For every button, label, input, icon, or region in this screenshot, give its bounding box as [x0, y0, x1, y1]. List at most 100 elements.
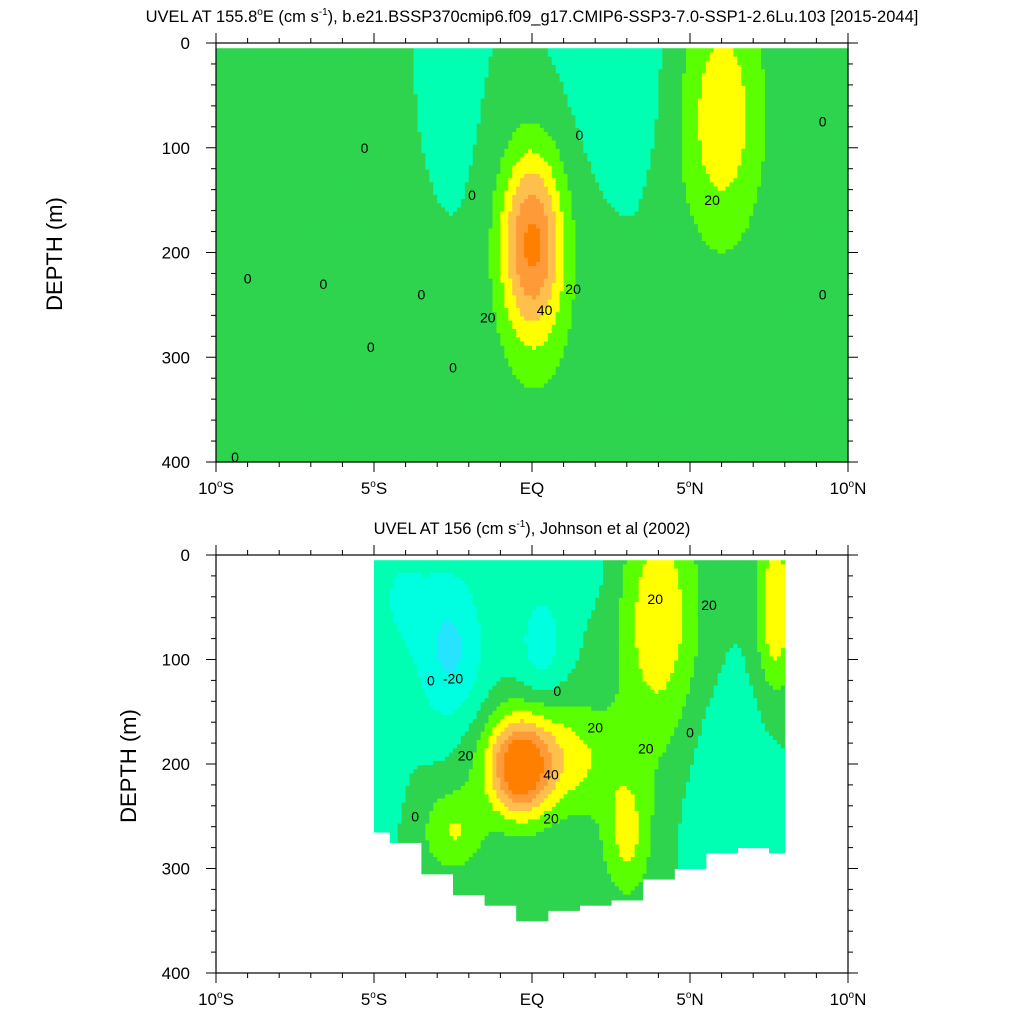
field-cell: [334, 341, 340, 347]
field-cell: [310, 303, 316, 309]
field-cell: [322, 295, 328, 301]
field-cell: [385, 370, 391, 376]
field-cell: [346, 366, 351, 372]
field-cell: [381, 257, 387, 263]
field-cell: [314, 123, 320, 129]
field-cell: [295, 52, 300, 58]
field-cell: [409, 312, 415, 317]
field-cell: [255, 152, 261, 158]
field-cell: [374, 136, 379, 142]
field-cell: [263, 400, 268, 405]
field-cell: [219, 458, 225, 463]
field-cell: [263, 140, 268, 146]
field-cell: [302, 207, 308, 213]
field-cell: [377, 303, 383, 309]
field-cell: [271, 324, 276, 330]
field-cell: [397, 278, 403, 284]
field-cell: [247, 458, 253, 463]
field-cell: [287, 278, 292, 284]
field-cell: [227, 81, 233, 87]
field-cell: [310, 228, 316, 234]
field-cell: [279, 349, 284, 355]
field-cell: [247, 220, 253, 225]
field-cell: [358, 194, 363, 200]
field-cell: [235, 274, 241, 280]
field-cell: [302, 224, 308, 230]
field-cell: [409, 328, 415, 334]
field-cell: [346, 261, 351, 267]
field-cell: [377, 341, 383, 347]
field-cell: [405, 173, 411, 179]
field-cell: [302, 52, 308, 58]
field-cell: [374, 127, 379, 133]
field-cell: [374, 236, 379, 242]
field-cell: [227, 391, 233, 397]
field-cell: [243, 429, 249, 435]
field-cell: [405, 253, 411, 259]
field-cell: [216, 345, 221, 351]
field-cell: [385, 85, 391, 91]
field-cell: [334, 442, 340, 447]
field-cell: [338, 429, 343, 435]
field-cell: [283, 366, 288, 372]
field-cell: [287, 354, 292, 359]
field-cell: [385, 240, 391, 246]
field-cell: [314, 429, 320, 435]
field-cell: [287, 270, 292, 276]
field-cell: [374, 94, 379, 100]
field-cell: [227, 77, 233, 83]
field-cell: [362, 236, 367, 242]
field-cell: [263, 358, 268, 364]
field-cell: [381, 362, 387, 368]
field-cell: [314, 261, 320, 267]
field-cell: [334, 312, 340, 317]
field-cell: [377, 132, 383, 137]
field-cell: [381, 266, 387, 271]
field-cell: [405, 291, 411, 297]
field-cell: [350, 85, 355, 91]
field-cell: [227, 404, 233, 410]
field-cell: [283, 157, 288, 162]
field-cell: [306, 320, 312, 326]
field-cell: [263, 220, 268, 225]
field-cell: [235, 207, 241, 213]
field-cell: [216, 245, 221, 250]
field-cell: [239, 442, 245, 447]
field-cell: [275, 140, 280, 146]
field-cell: [263, 442, 268, 447]
field-cell: [358, 324, 363, 330]
field-cell: [295, 345, 300, 351]
field-cell: [259, 404, 264, 410]
field-cell: [223, 274, 229, 280]
field-cell: [366, 186, 371, 192]
field-cell: [362, 425, 367, 431]
field-cell: [223, 77, 229, 83]
field-cell: [251, 73, 257, 79]
field-cell: [247, 161, 253, 167]
field-cell: [295, 245, 300, 250]
field-cell: [346, 132, 351, 137]
field-cell: [251, 379, 257, 385]
field-cell: [271, 425, 276, 431]
field-cell: [295, 458, 300, 463]
field-cell: [279, 240, 284, 246]
field-cell: [350, 236, 355, 242]
field-cell: [389, 178, 395, 183]
field-cell: [255, 345, 261, 351]
field-cell: [239, 85, 245, 91]
field-cell: [298, 308, 304, 313]
field-cell: [354, 228, 359, 234]
field-cell: [338, 123, 343, 129]
field-cell: [251, 207, 257, 213]
field-cell: [263, 437, 268, 443]
field-cell: [370, 65, 375, 70]
field-cell: [334, 232, 340, 238]
field-cell: [358, 73, 363, 79]
field-cell: [358, 132, 363, 137]
field-cell: [310, 152, 316, 158]
field-cell: [263, 257, 268, 263]
field-cell: [298, 324, 304, 330]
field-cell: [247, 308, 253, 313]
field-cell: [354, 127, 359, 133]
field-cell: [223, 328, 229, 334]
